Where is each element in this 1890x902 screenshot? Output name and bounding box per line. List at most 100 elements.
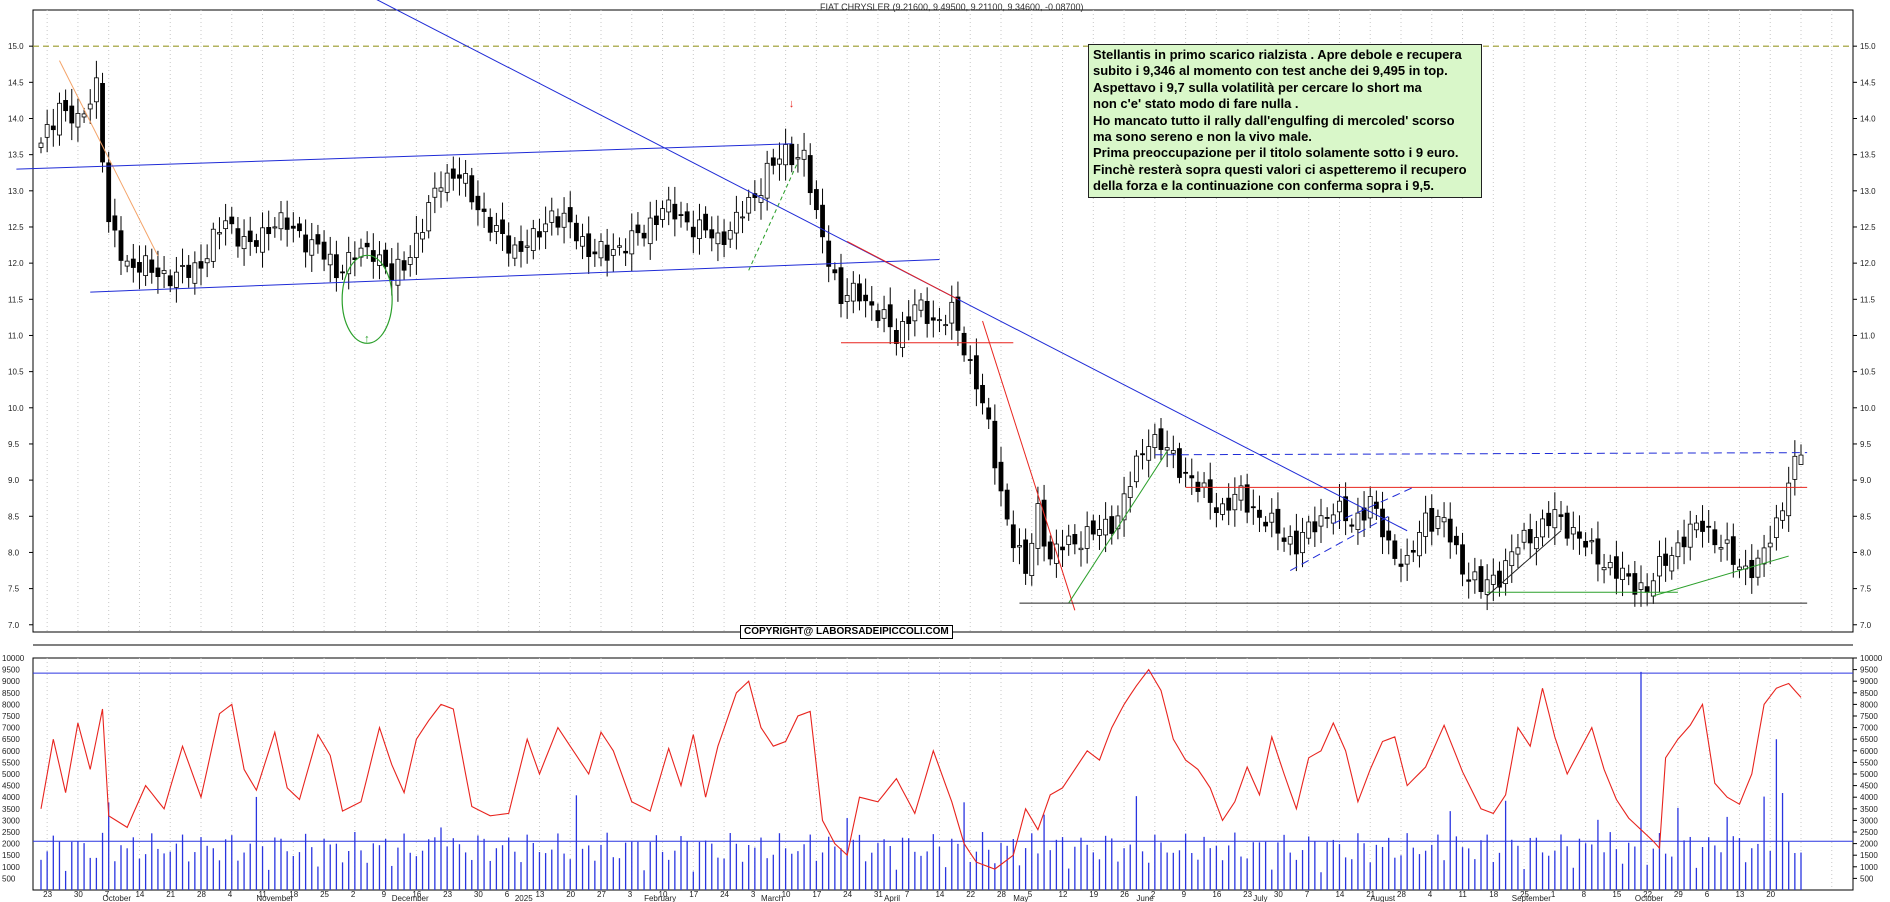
candle-body — [1761, 547, 1767, 565]
candle-body — [1737, 566, 1742, 571]
candle-body — [912, 304, 918, 322]
candle-body — [1373, 501, 1379, 509]
candle-body — [789, 143, 795, 166]
x-month-label: July — [1253, 894, 1267, 902]
x-day-label: 28 — [1397, 890, 1406, 899]
candle-body — [955, 296, 961, 331]
candle-body — [1238, 485, 1244, 501]
candle-body — [1410, 550, 1416, 553]
candle-body — [850, 282, 856, 302]
candle-body — [1213, 507, 1219, 513]
price-ytick-label-left: 15.0 — [8, 42, 24, 51]
x-day-label: 21 — [166, 890, 175, 899]
x-day-label: 17 — [689, 890, 698, 899]
x-day-label: 18 — [289, 890, 298, 899]
candle-body — [481, 208, 487, 212]
candle-body — [506, 235, 512, 254]
note-line-6: ma sono sereno e non la vivo male. — [1093, 129, 1312, 145]
candle-body — [623, 250, 629, 254]
x-day-label: 4 — [228, 890, 233, 899]
candle-body — [1275, 508, 1281, 534]
candle-body — [155, 267, 161, 278]
candle-body — [746, 197, 752, 214]
x-day-label: 11 — [259, 890, 268, 899]
candle-body — [1453, 535, 1459, 546]
candle-body — [450, 168, 456, 179]
x-month-label: September — [1512, 894, 1551, 902]
candle-body — [660, 208, 665, 220]
candle-body — [1570, 527, 1576, 535]
candle-body — [1380, 508, 1385, 538]
candle-body — [1158, 428, 1164, 450]
candle-body — [1521, 529, 1527, 543]
candle-body — [1306, 521, 1312, 539]
candle-body — [309, 239, 315, 256]
candle-body — [93, 77, 99, 103]
candle-body — [1718, 547, 1724, 550]
price-ytick-label-left: 10.5 — [8, 368, 24, 377]
price-ytick-label-left: 14.0 — [8, 114, 24, 123]
candle-body — [561, 212, 567, 228]
candle-body — [106, 162, 112, 223]
candle-body — [173, 271, 179, 288]
candle-body — [180, 265, 185, 267]
candle-body — [1644, 586, 1650, 593]
candle-body — [647, 217, 653, 245]
x-month-label: February — [644, 894, 676, 902]
candle-body — [733, 211, 739, 234]
candle-body — [1626, 573, 1632, 577]
candle-body — [1324, 517, 1330, 519]
candle-body — [783, 144, 789, 166]
x-day-label: 20 — [566, 890, 575, 899]
candle-body — [1484, 579, 1490, 595]
candle-body — [1509, 551, 1515, 567]
candle-body — [1269, 512, 1275, 523]
candle-body — [1177, 448, 1182, 478]
candle-body — [118, 230, 124, 261]
note-line-8: Finchè resterà sopra questi valori ci as… — [1093, 161, 1467, 177]
candle-body — [1552, 509, 1558, 529]
candle-body — [684, 211, 690, 223]
candle-body — [1712, 529, 1718, 546]
candle-body — [1250, 506, 1256, 509]
candle-body — [383, 249, 389, 267]
candle-body — [364, 242, 370, 248]
candle-body — [973, 355, 979, 390]
volume-ytick-label-right: 3500 — [1860, 805, 1878, 814]
candle-body — [629, 230, 635, 255]
candle-body — [980, 384, 985, 404]
candle-body — [1540, 518, 1545, 538]
volume-ytick-label-left: 2500 — [2, 828, 20, 837]
volume-ytick-label-right: 9000 — [1860, 677, 1878, 686]
volume-ytick-label-left: 5000 — [2, 770, 20, 779]
volume-ytick-label-left: 6500 — [2, 735, 20, 744]
green-uptrend-may — [1068, 450, 1168, 604]
volume-ytick-label-right: 6000 — [1860, 747, 1878, 756]
candle-body — [1583, 540, 1589, 548]
candle-body — [493, 225, 499, 232]
candle-body — [124, 260, 130, 267]
candle-body — [1533, 537, 1539, 550]
x-day-label: 7 — [1305, 890, 1310, 899]
candle-body — [260, 227, 265, 253]
x-day-label: 3 — [628, 890, 633, 899]
candle-body — [924, 300, 930, 324]
note-line-1: Stellantis in primo scarico rialzista . … — [1093, 47, 1462, 62]
candle-body — [900, 321, 905, 348]
x-day-label: 4 — [1428, 890, 1433, 899]
x-day-label: 6 — [1705, 890, 1710, 899]
candle-body — [401, 260, 407, 271]
candle-body — [1398, 563, 1404, 567]
note-line-7: Prima preoccupazione per il titolo solam… — [1093, 145, 1459, 161]
candle-body — [573, 222, 579, 242]
volume-ytick-label-left: 2000 — [2, 840, 20, 849]
candle-body — [1207, 479, 1213, 503]
x-day-label: 3 — [751, 890, 756, 899]
price-ytick-label-right: 10.5 — [1860, 368, 1876, 377]
price-ytick-label-right: 12.0 — [1860, 259, 1876, 268]
candle-body — [1010, 524, 1016, 549]
candle-body — [1244, 484, 1250, 513]
upper-channel-line — [16, 143, 792, 170]
orange-downtrend-line — [59, 60, 159, 257]
candle-body — [906, 316, 912, 324]
